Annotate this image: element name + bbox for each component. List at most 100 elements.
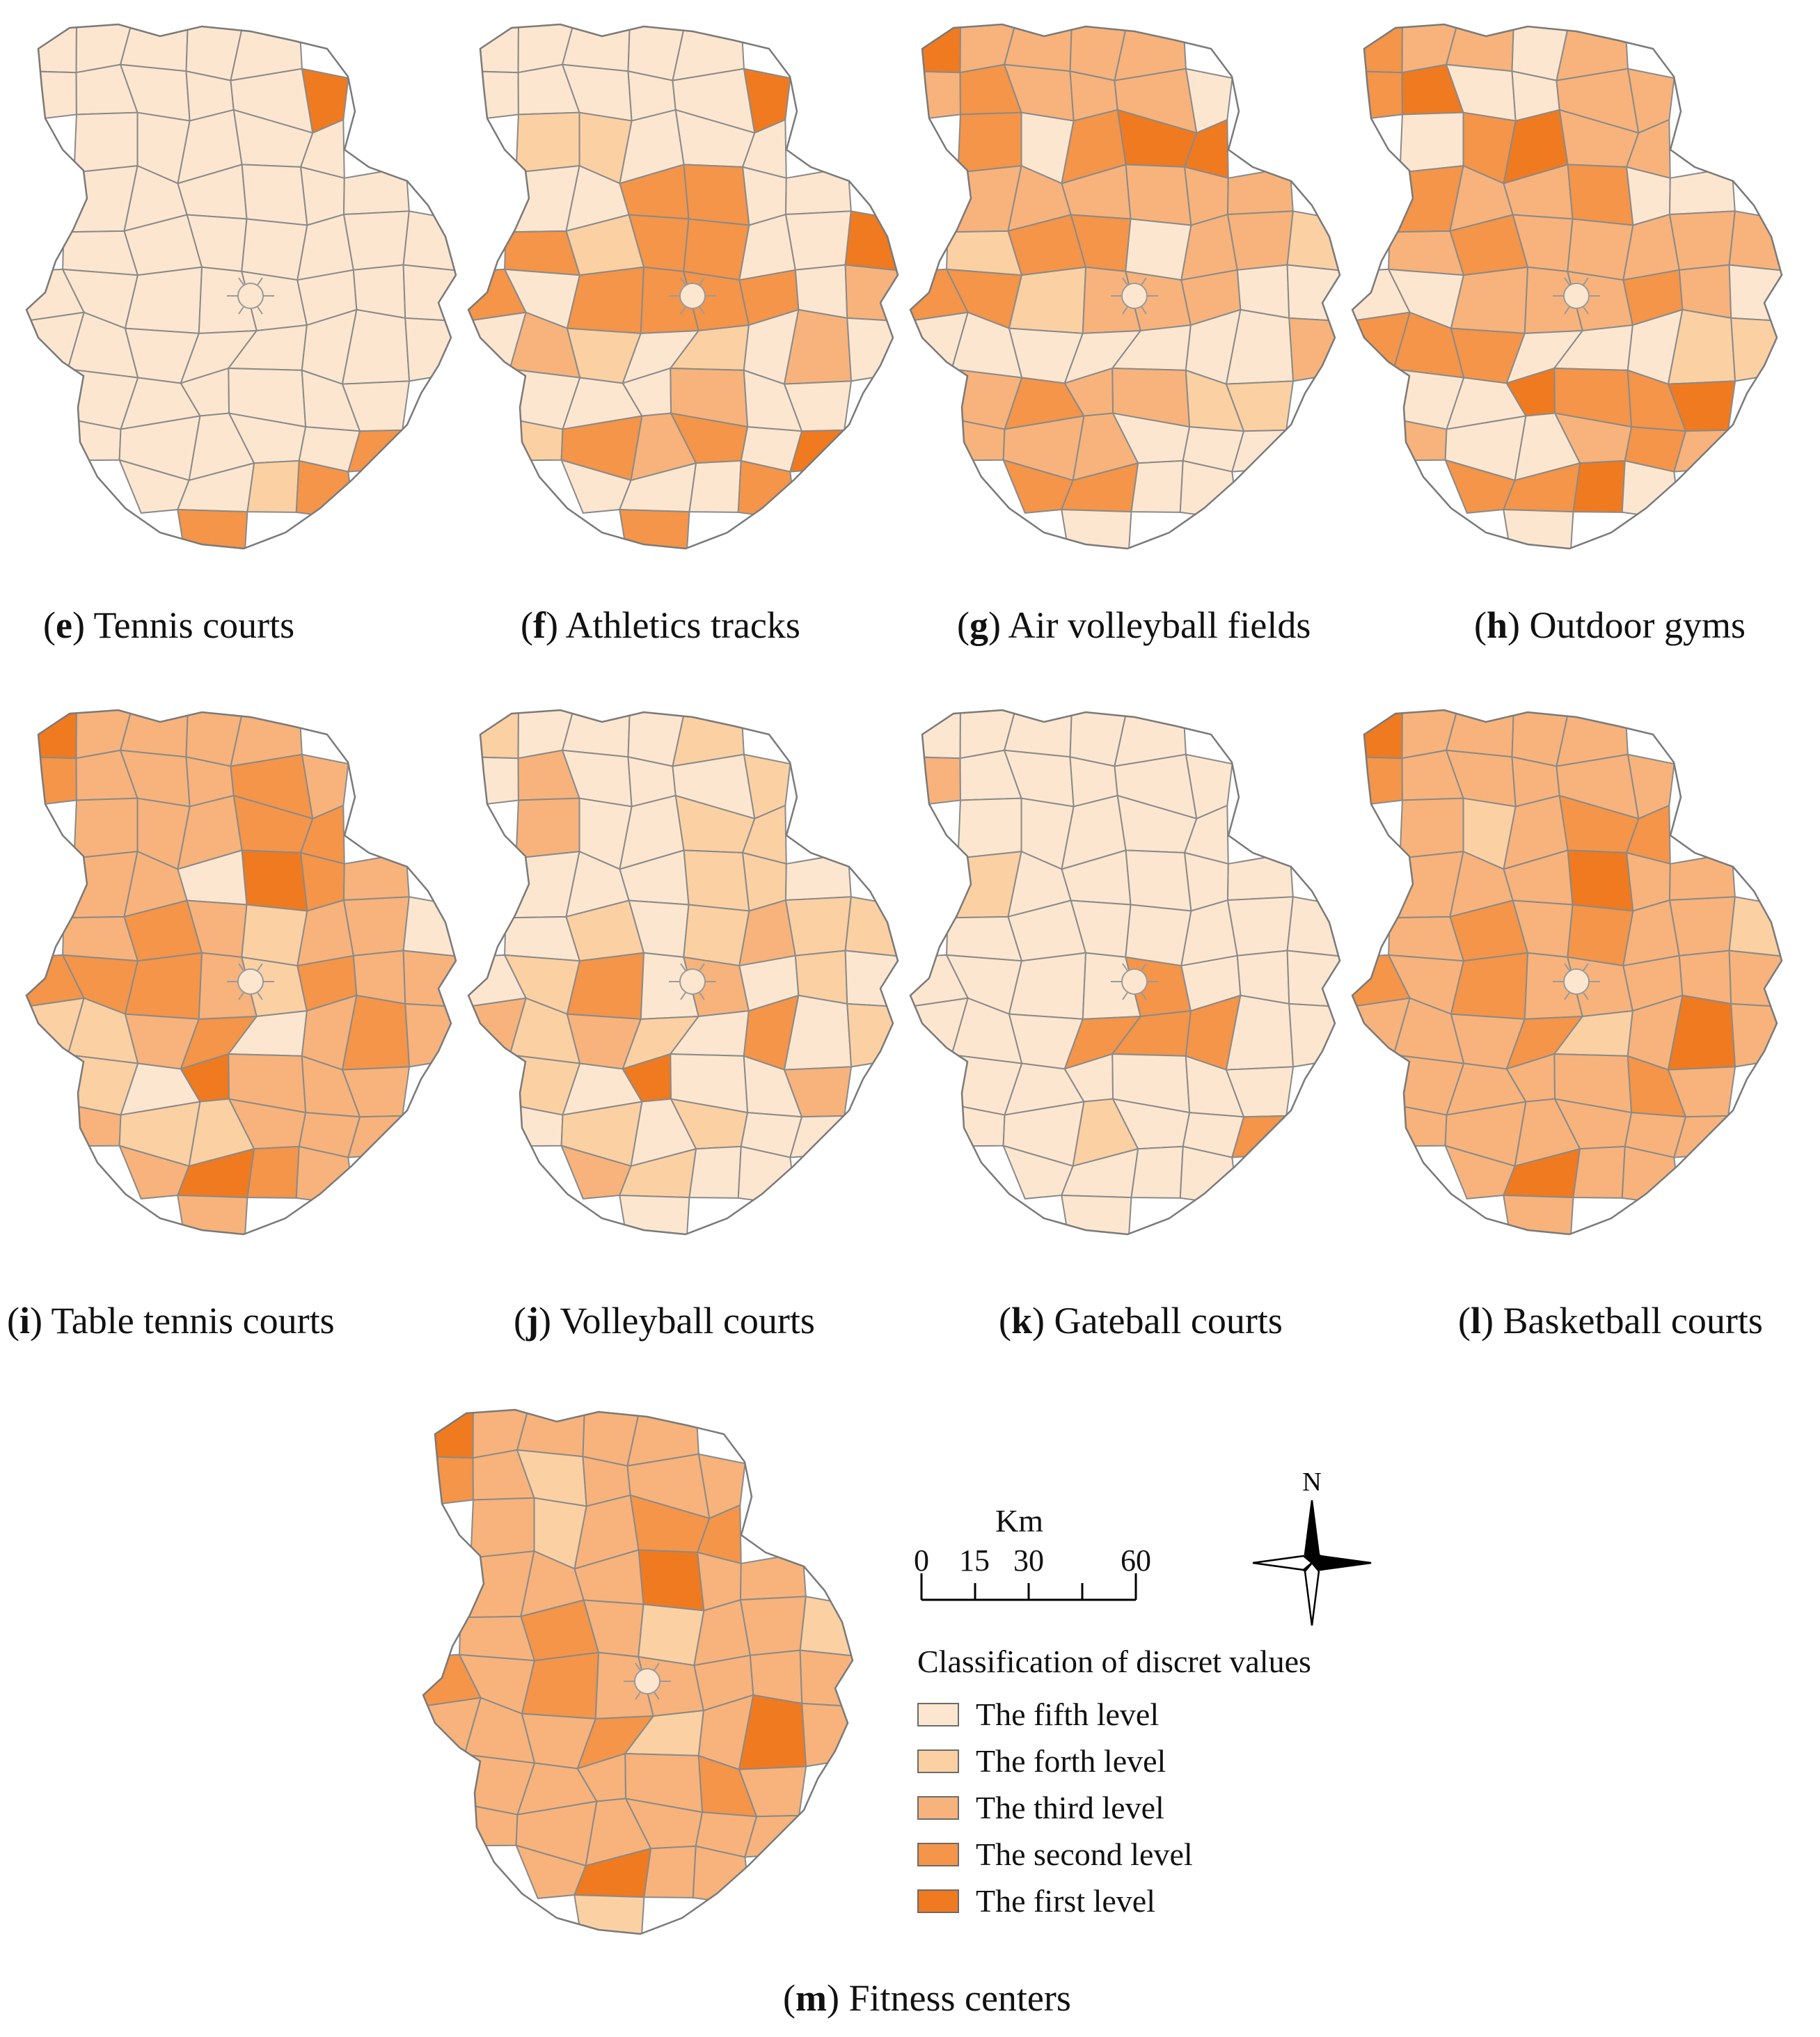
district-region [799,1596,853,1658]
region-outline [25,23,457,550]
district-region [507,420,564,462]
district-region [1130,1145,1184,1199]
district-region [1567,164,1634,226]
choropleth-map [467,23,899,550]
district-region [470,1497,535,1559]
district-region [462,1805,519,1847]
district-region [683,904,750,967]
district-region [739,1596,807,1656]
district-region [1730,1002,1782,1068]
district-region [1450,952,1529,1020]
urban-core [227,277,274,315]
map-panel-h [1347,21,1792,557]
district-region [573,1894,645,1934]
district-region [784,210,852,271]
district-region [468,755,519,808]
district-region [1130,459,1184,513]
district-region [1125,849,1192,912]
district-region [643,1845,697,1898]
district-region [1572,1145,1626,1199]
district-region [1226,166,1294,216]
district-region [342,210,410,271]
caption-i: (i) Table tennis courts [7,1300,335,1342]
district-region [1728,264,1782,323]
map-panel-g [905,21,1350,557]
scale-unit-label: Km [995,1503,1043,1539]
district-region [177,1194,248,1234]
district-region [1450,266,1529,334]
scale-tick-label: 30 [1013,1543,1044,1578]
urban-core [669,277,716,315]
district-region [1567,218,1634,281]
choropleth-map [1351,23,1783,550]
district-region [515,111,580,173]
caption-j: (j) Volleyball courts [514,1300,815,1342]
district-region [246,1145,300,1199]
district-region [957,797,1022,859]
scale-bar-graphic [920,1573,1137,1601]
district-region [619,508,690,549]
scale-tick-labels: 0 15 30 60 [912,1543,1162,1578]
district-region [1288,317,1340,382]
district-region [1391,420,1448,462]
choropleth-map [1351,709,1783,1236]
district-region [1399,111,1464,173]
legend-title: Classification of discret values [917,1644,1311,1679]
map-panel-e [21,21,466,557]
scale-tick-label: 15 [959,1543,990,1578]
district-region [949,1106,1006,1147]
district-region [515,797,580,859]
district-region [1226,210,1294,271]
district-region [1668,166,1736,216]
district-region [683,218,750,281]
district-region [241,849,308,912]
district-region [1728,950,1782,1009]
legend-swatch [917,1749,959,1773]
district-region [1286,264,1340,323]
district-region [566,952,645,1020]
legend-label: The forth level [976,1743,1166,1779]
district-region [241,164,308,226]
map-panel-i [21,707,466,1243]
district-region [1061,508,1132,549]
district-region [1391,1106,1448,1147]
caption-m: (m) Fitness centers [783,1977,1071,2019]
urban-core [1553,277,1600,315]
district-region [638,1549,705,1612]
compass-star-icon [1252,1500,1372,1626]
district-region [73,797,139,859]
district-region [402,896,456,959]
district-region [26,755,77,808]
district-region [507,1106,564,1147]
district-region [468,70,519,123]
district-region [1286,210,1340,273]
legend-swatch [917,1842,959,1866]
choropleth-map [909,23,1341,550]
district-region [342,852,410,902]
district-region [73,111,139,173]
urban-core [227,963,274,1000]
district-region [683,849,750,912]
district-region [1008,952,1087,1020]
district-region [1125,164,1192,226]
district-region [1288,1002,1340,1068]
district-region [784,166,852,216]
district-region [404,1002,456,1068]
urban-core [669,963,716,1000]
region-outline [1351,709,1783,1236]
district-region [784,852,852,902]
district-region [1125,218,1192,281]
north-label: N [1302,1468,1321,1497]
district-region [1226,852,1294,902]
map-panel-l [1347,707,1792,1243]
district-region [1125,904,1192,967]
district-region [784,896,852,957]
district-region [402,950,456,1009]
urban-core [1111,277,1158,315]
district-region [521,1651,600,1720]
district-region [404,317,456,382]
region-outline [909,709,1341,1236]
district-region [423,1455,474,1508]
district-region [1668,852,1736,902]
district-region [124,952,203,1020]
